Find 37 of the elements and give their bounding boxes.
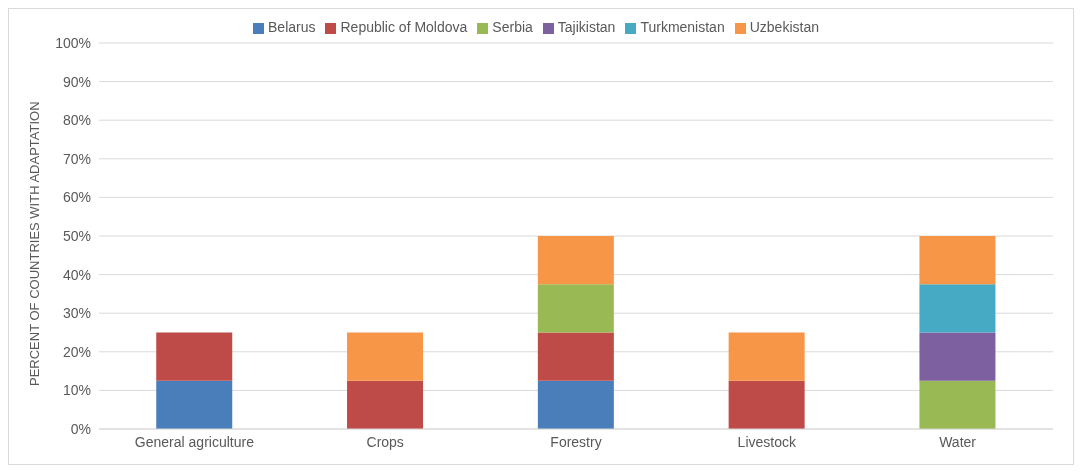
y-axis-title: PERCENT OF COUNTRIES WITH ADAPTATION — [26, 101, 42, 386]
y-tick-label: 80% — [62, 112, 91, 129]
y-tick-label: 0% — [70, 420, 91, 437]
bar — [919, 284, 996, 333]
x-tick-label: Crops — [366, 433, 404, 450]
bar — [156, 332, 233, 381]
y-tick-label: 70% — [62, 150, 91, 167]
legend-label: Serbia — [492, 19, 533, 35]
x-tick-label: General agriculture — [134, 433, 255, 450]
bar — [537, 284, 614, 333]
y-tick-label: 60% — [62, 189, 91, 206]
legend-label: Belarus — [268, 19, 316, 35]
bar — [156, 380, 233, 429]
y-tick-label: 100% — [55, 34, 91, 51]
x-tick-label: Forestry — [550, 433, 602, 450]
x-tick-label: Livestock — [737, 433, 797, 450]
legend-label: Tajikistan — [557, 19, 616, 35]
bar — [728, 332, 805, 381]
bar — [537, 332, 614, 381]
bar — [728, 380, 805, 429]
y-tick-label: 10% — [62, 382, 91, 399]
bar — [347, 380, 424, 429]
bar — [919, 332, 996, 381]
legend-label: Republic of Moldova — [340, 19, 468, 35]
y-tick-label: 90% — [62, 73, 91, 90]
legend-label: Uzbekistan — [749, 19, 819, 35]
bar — [919, 236, 996, 285]
y-tick-label: 40% — [62, 266, 91, 283]
y-tick-label: 50% — [62, 227, 91, 244]
bar — [537, 236, 614, 285]
bar — [347, 332, 424, 381]
bar — [537, 380, 614, 429]
y-tick-label: 30% — [62, 305, 91, 322]
bar — [919, 380, 996, 429]
legend-label: Turkmenistan — [640, 19, 725, 35]
x-tick-label: Water — [939, 433, 977, 450]
y-tick-label: 20% — [62, 343, 91, 360]
